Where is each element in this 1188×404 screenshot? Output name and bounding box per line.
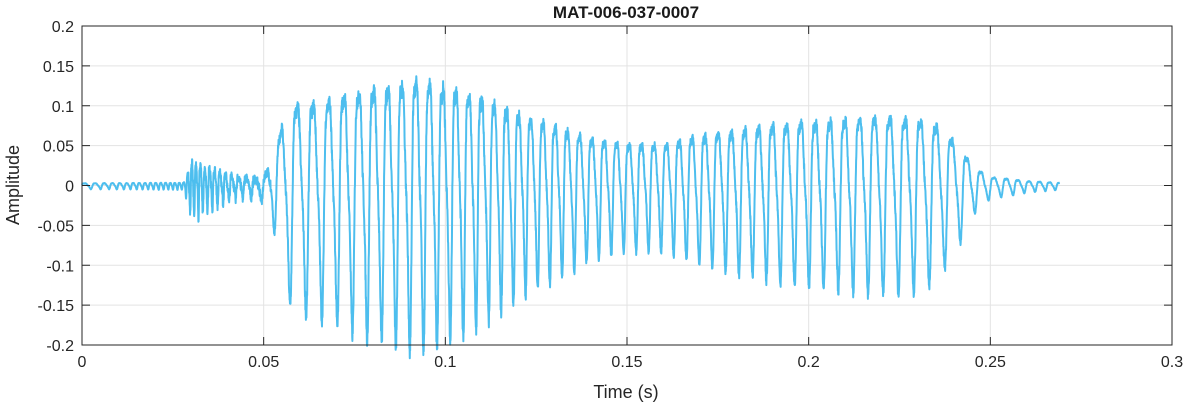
- y-axis: -0.2 -0.15 -0.1 -0.05 0 0.05 0.1 0.15 0.2: [38, 19, 1172, 355]
- grid-lines: [81, 25, 1173, 346]
- y-tick-label: 0.05: [43, 139, 74, 156]
- y-tick-label: -0.1: [46, 258, 74, 275]
- x-tick-label: 0.1: [434, 354, 456, 371]
- y-tick-label: -0.05: [38, 218, 75, 235]
- y-tick-label: -0.2: [46, 338, 74, 355]
- plot-area: [81, 75, 1061, 360]
- x-tick-label: 0.15: [611, 354, 642, 371]
- x-axis-label: Time (s): [593, 382, 658, 402]
- y-tick-label: -0.15: [38, 298, 75, 315]
- x-tick-label: 0.2: [798, 354, 820, 371]
- x-tick-label: 0.25: [975, 354, 1006, 371]
- x-tick-label: 0: [78, 354, 87, 371]
- x-tick-label: 0.05: [248, 354, 279, 371]
- y-tick-label: 0.15: [43, 59, 74, 76]
- x-axis: 0 0.05 0.1 0.15 0.2 0.25 0.3: [78, 26, 1183, 371]
- y-tick-label: 0: [65, 179, 74, 196]
- y-axis-label: Amplitude: [3, 145, 23, 225]
- chart-title: MAT-006-037-0007: [553, 3, 699, 22]
- y-tick-label: 0.1: [52, 99, 74, 116]
- x-tick-label: 0.3: [1161, 354, 1183, 371]
- waveform-series-line: [81, 75, 1061, 360]
- y-tick-label: 0.2: [52, 19, 74, 36]
